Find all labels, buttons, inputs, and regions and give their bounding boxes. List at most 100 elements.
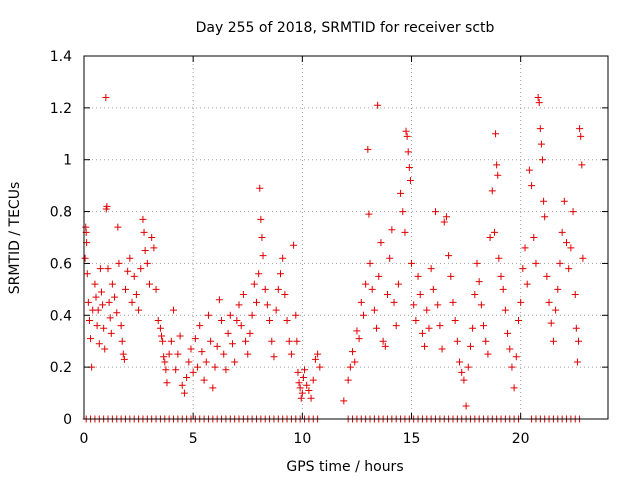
data-point (541, 213, 549, 221)
data-point (167, 337, 175, 345)
x-axis-label: GPS time / hours (286, 459, 403, 475)
data-point (579, 254, 587, 262)
data-point (222, 366, 230, 374)
data-point (351, 358, 359, 366)
data-point (297, 394, 305, 402)
data-point (499, 285, 507, 293)
data-point (163, 379, 171, 387)
data-point (438, 345, 446, 353)
data-point (569, 208, 577, 216)
data-point (165, 350, 173, 358)
data-point (397, 189, 405, 197)
data-point (404, 148, 412, 156)
data-point (233, 316, 241, 324)
x-tick-label: 5 (189, 431, 198, 447)
data-point (539, 156, 546, 164)
data-point (573, 358, 581, 366)
data-point (462, 402, 470, 410)
data-point (346, 363, 354, 371)
data-point (196, 322, 204, 330)
data-point (543, 272, 551, 280)
data-point (200, 376, 208, 384)
data-point (198, 348, 206, 356)
y-axis-label: SRMTID / TECUs (7, 182, 23, 295)
data-point (390, 298, 398, 306)
data-point (209, 384, 217, 392)
data-point (484, 350, 492, 358)
data-point (305, 386, 313, 394)
data-point (528, 182, 536, 190)
data-point (449, 298, 457, 306)
data-point (429, 285, 437, 293)
data-point (471, 291, 479, 299)
data-point (460, 376, 468, 384)
data-point (170, 306, 178, 314)
data-point (224, 329, 232, 337)
data-point (442, 213, 450, 221)
data-point (521, 244, 529, 252)
data-point (549, 337, 557, 345)
data-point (85, 316, 93, 324)
data-point (277, 270, 284, 278)
data-point (359, 311, 367, 319)
data-point (204, 311, 212, 319)
data-point (545, 298, 553, 306)
data-point (252, 298, 260, 306)
y-tick-label: 1 (63, 153, 72, 169)
data-point (244, 350, 252, 358)
data-point (185, 358, 193, 366)
data-point (93, 322, 101, 330)
tick-labels: 0 0.2 0.4 0.6 0.8 1 1.2 1.4 0 5 10 15 20 (50, 49, 530, 447)
data-point (383, 291, 391, 299)
data-point (283, 316, 291, 324)
data-point (440, 218, 448, 226)
y-tick-label: 1.4 (50, 49, 72, 65)
data-point (202, 358, 210, 366)
data-point (445, 252, 453, 260)
data-point (270, 353, 278, 361)
data-point (425, 324, 433, 332)
data-point (365, 210, 373, 218)
data-point (373, 324, 381, 332)
data-point (285, 337, 293, 345)
data-point (226, 311, 234, 319)
data-point (115, 259, 123, 267)
data-point (259, 252, 267, 260)
data-point (458, 368, 466, 376)
data-point (362, 280, 370, 288)
data-point (436, 322, 444, 330)
data-point (508, 363, 516, 371)
data-point (374, 101, 382, 109)
data-point (316, 363, 324, 371)
data-point (255, 270, 263, 278)
data-point (146, 280, 153, 288)
data-point (466, 342, 474, 350)
data-point (412, 316, 420, 324)
data-point (349, 348, 357, 356)
data-point (427, 265, 435, 273)
data-point (81, 254, 89, 262)
data-point (493, 161, 501, 169)
data-point (469, 324, 477, 332)
data-point (152, 285, 160, 293)
data-point (402, 127, 410, 135)
data-point (530, 234, 538, 241)
data-point (556, 259, 564, 267)
data-point (464, 363, 472, 371)
data-point (488, 187, 496, 195)
data-point (263, 301, 271, 309)
data-point (295, 379, 303, 387)
data-point (128, 298, 136, 306)
data-point (414, 272, 422, 280)
x-tick-label: 20 (512, 431, 530, 447)
data-point (506, 345, 514, 353)
data-point (292, 311, 300, 319)
data-point (314, 350, 322, 358)
data-point (250, 280, 258, 288)
data-point (514, 316, 522, 324)
data-point (279, 254, 287, 262)
data-point (523, 280, 531, 288)
data-point (148, 234, 156, 241)
data-point (453, 337, 461, 345)
data-point (215, 296, 223, 304)
